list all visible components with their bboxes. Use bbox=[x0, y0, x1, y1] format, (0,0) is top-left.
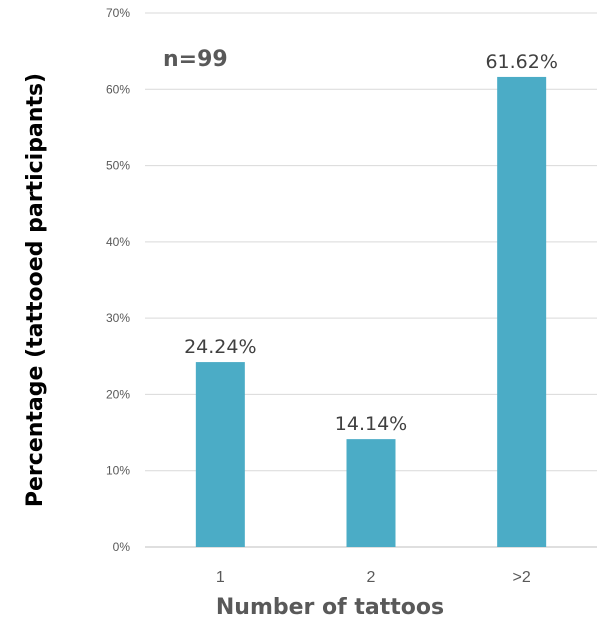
y-axis-label: Percentage (tattooed participants) bbox=[23, 73, 48, 507]
x-axis-label: Number of tattoos bbox=[216, 595, 444, 620]
x-tick-label: >2 bbox=[513, 569, 531, 586]
y-tick-label: 40% bbox=[106, 235, 130, 249]
y-tick-label: 0% bbox=[113, 540, 131, 554]
data-label: 24.24% bbox=[184, 336, 256, 358]
y-tick-label: 70% bbox=[106, 6, 130, 20]
y-tick-label: 50% bbox=[106, 159, 130, 173]
bar bbox=[497, 76, 547, 547]
sample-size-annotation: n=99 bbox=[163, 47, 228, 72]
data-labels: 24.24% 14.14% 61.62% bbox=[184, 51, 558, 435]
y-tick-label: 10% bbox=[106, 464, 130, 478]
data-label: 14.14% bbox=[335, 413, 407, 435]
bar bbox=[195, 362, 245, 547]
x-tick-label: 1 bbox=[216, 569, 225, 586]
x-tick-label: 2 bbox=[367, 569, 376, 586]
y-axis-ticks: 0% 10% 20% 30% 40% 50% 60% 70% bbox=[106, 6, 130, 554]
data-label: 61.62% bbox=[485, 51, 557, 73]
x-axis-ticks: 1 2 >2 bbox=[216, 569, 531, 586]
bar bbox=[346, 439, 396, 547]
y-tick-label: 20% bbox=[106, 387, 130, 401]
y-tick-label: 30% bbox=[106, 311, 130, 325]
bars bbox=[195, 76, 547, 547]
y-tick-label: 60% bbox=[106, 82, 130, 96]
